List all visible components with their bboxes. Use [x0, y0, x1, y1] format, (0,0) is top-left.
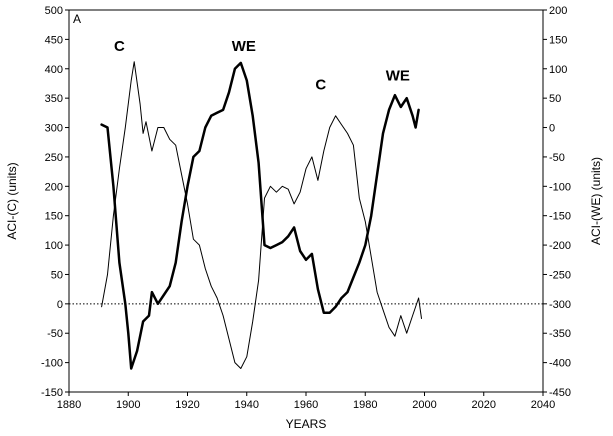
left-y-tick-label: -150 — [41, 387, 63, 399]
x-tick-label: 1960 — [294, 399, 318, 411]
left-y-tick-label: 150 — [45, 211, 63, 223]
x-tick-label: 2040 — [531, 399, 555, 411]
x-tick-label: 1880 — [57, 399, 81, 411]
right-y-tick-label: 200 — [549, 5, 567, 17]
right-y-tick-label: -50 — [549, 152, 565, 164]
right-y-tick-label: -250 — [549, 269, 571, 281]
x-tick-label: 1940 — [235, 399, 259, 411]
panel-label: A — [73, 12, 81, 26]
left-y-tick-label: -50 — [47, 328, 63, 340]
x-tick-label: 1980 — [353, 399, 377, 411]
right-y-tick-label: -300 — [549, 299, 571, 311]
left-y-tick-label: 450 — [45, 34, 63, 46]
left-y-axis-title: ACI-(C) (units) — [5, 162, 19, 239]
series-c-line — [101, 61, 422, 369]
right-y-tick-label: -450 — [549, 387, 571, 399]
right-y-tick-label: 0 — [549, 123, 555, 135]
x-tick-label: 2000 — [412, 399, 436, 411]
right-y-axis-title: ACI-(WE) (units) — [589, 157, 603, 245]
right-y-tick-label: 150 — [549, 34, 567, 46]
left-y-tick-label: 250 — [45, 152, 63, 164]
right-y-tick-label: -400 — [549, 358, 571, 370]
x-tick-label: 1900 — [116, 399, 140, 411]
left-y-tick-label: -100 — [41, 358, 63, 370]
ticks-layer: 1880 1900 1920 1940 1960 1980 2000 2020 2040-150… — [41, 5, 571, 411]
right-y-tick-label: -150 — [549, 211, 571, 223]
annotations-layer: C WE C WE — [114, 38, 410, 93]
left-y-tick-label: 400 — [45, 64, 63, 76]
right-y-tick-label: 100 — [549, 64, 567, 76]
left-y-tick-label: 200 — [45, 181, 63, 193]
left-y-tick-label: 0 — [57, 299, 63, 311]
right-y-tick-label: -200 — [549, 240, 571, 252]
left-y-tick-label: 500 — [45, 5, 63, 17]
left-y-tick-label: 100 — [45, 240, 63, 252]
series-annotation: WE — [386, 68, 410, 85]
right-y-tick-label: 50 — [549, 93, 561, 105]
series-annotation: C — [114, 38, 125, 55]
series-annotation: WE — [232, 38, 256, 55]
series-annotation: C — [315, 76, 326, 93]
left-y-tick-label: 300 — [45, 123, 63, 135]
series-we-line — [100, 61, 420, 370]
x-tick-label: 2020 — [472, 399, 496, 411]
right-y-tick-label: -100 — [549, 181, 571, 193]
left-y-tick-label: 50 — [51, 269, 63, 281]
left-y-tick-label: 350 — [45, 93, 63, 105]
right-y-tick-label: -350 — [549, 328, 571, 340]
x-tick-label: 1920 — [175, 399, 199, 411]
series-layer — [100, 61, 422, 370]
x-axis-title: YEARS — [286, 417, 327, 431]
